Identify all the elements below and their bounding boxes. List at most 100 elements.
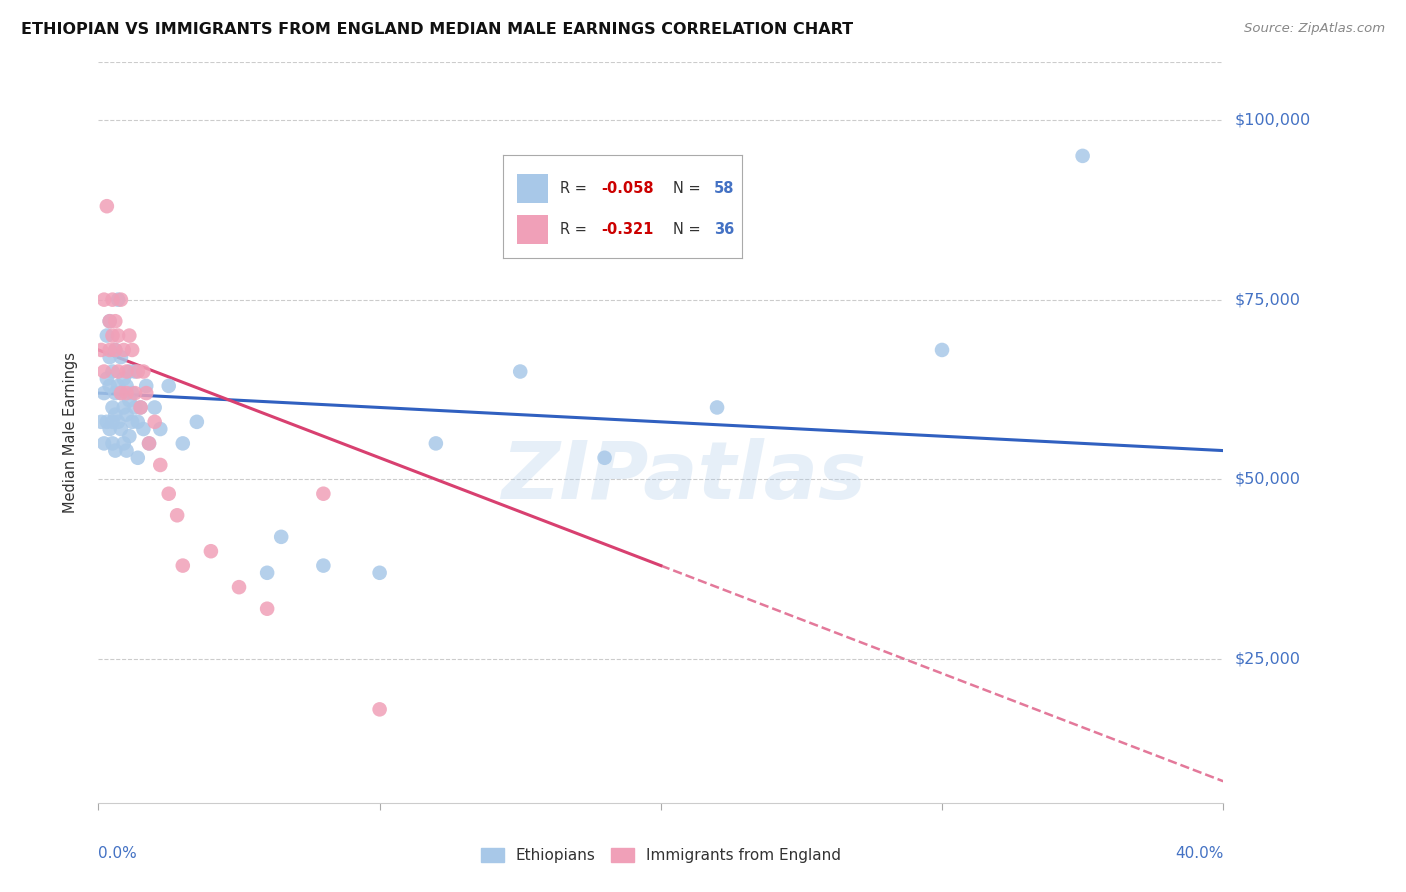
Point — [104, 443, 127, 458]
Point — [200, 544, 222, 558]
Text: $75,000: $75,000 — [1234, 293, 1301, 307]
Point — [98, 314, 121, 328]
Point — [143, 401, 166, 415]
Point — [706, 401, 728, 415]
Point — [127, 365, 149, 379]
Text: 0.0%: 0.0% — [98, 846, 138, 861]
Point — [115, 408, 138, 422]
Point — [98, 314, 121, 328]
Point — [129, 401, 152, 415]
Point — [112, 401, 135, 415]
Text: Source: ZipAtlas.com: Source: ZipAtlas.com — [1244, 22, 1385, 36]
Point — [143, 415, 166, 429]
Point — [96, 199, 118, 213]
Point — [101, 293, 124, 307]
Point — [98, 350, 121, 364]
Point — [118, 429, 141, 443]
Point — [149, 422, 172, 436]
Point — [138, 436, 160, 450]
Point — [112, 372, 135, 386]
Text: ETHIOPIAN VS IMMIGRANTS FROM ENGLAND MEDIAN MALE EARNINGS CORRELATION CHART: ETHIOPIAN VS IMMIGRANTS FROM ENGLAND MED… — [21, 22, 853, 37]
Text: 36: 36 — [714, 222, 734, 236]
Point — [110, 386, 132, 401]
Text: 40.0%: 40.0% — [1175, 846, 1223, 861]
Point — [93, 365, 115, 379]
Point — [166, 508, 188, 523]
Point — [115, 386, 138, 401]
Point — [256, 566, 278, 580]
Point — [107, 293, 129, 307]
Point — [931, 343, 953, 357]
Text: Median Male Earnings: Median Male Earnings — [63, 352, 77, 513]
Point — [118, 393, 141, 408]
Point — [101, 436, 124, 450]
Point — [129, 401, 152, 415]
Point — [101, 415, 124, 429]
Text: 58: 58 — [714, 180, 734, 195]
Point — [104, 343, 127, 357]
Bar — [517, 215, 548, 244]
Point — [593, 243, 616, 257]
Point — [107, 365, 129, 379]
Point — [124, 386, 146, 401]
Point — [104, 343, 127, 357]
Point — [90, 343, 112, 357]
Bar — [517, 174, 548, 202]
Text: -0.058: -0.058 — [600, 180, 654, 195]
Point — [121, 343, 143, 357]
Point — [115, 365, 138, 379]
Text: $25,000: $25,000 — [1234, 651, 1301, 666]
Point — [138, 436, 160, 450]
Text: ZIPatlas: ZIPatlas — [501, 438, 866, 516]
Point — [107, 415, 129, 429]
Point — [110, 293, 132, 307]
Point — [96, 372, 118, 386]
Point — [132, 422, 155, 436]
Point — [124, 365, 146, 379]
Point — [101, 328, 124, 343]
Point — [368, 566, 391, 580]
Text: $100,000: $100,000 — [1234, 112, 1310, 128]
Point — [112, 343, 135, 357]
Point — [172, 558, 194, 573]
Point — [115, 443, 138, 458]
Point — [425, 436, 447, 450]
Point — [98, 379, 121, 393]
Point — [112, 436, 135, 450]
Point — [101, 401, 124, 415]
Point — [593, 450, 616, 465]
Point — [312, 486, 335, 500]
Point — [110, 386, 132, 401]
Point — [1071, 149, 1094, 163]
Point — [93, 386, 115, 401]
Point — [270, 530, 292, 544]
Point — [98, 343, 121, 357]
Point — [110, 350, 132, 364]
Point — [96, 415, 118, 429]
Point — [93, 293, 115, 307]
Point — [157, 379, 180, 393]
Text: R =: R = — [560, 222, 592, 236]
Text: $50,000: $50,000 — [1234, 472, 1301, 487]
Point — [157, 486, 180, 500]
Text: N =: N = — [673, 222, 704, 236]
Point — [98, 422, 121, 436]
Point — [107, 379, 129, 393]
Point — [93, 436, 115, 450]
Point — [118, 365, 141, 379]
Legend: Ethiopians, Immigrants from England: Ethiopians, Immigrants from England — [474, 841, 848, 869]
Point — [509, 365, 531, 379]
Point — [101, 365, 124, 379]
Point — [135, 379, 157, 393]
Point — [121, 386, 143, 401]
Point — [96, 328, 118, 343]
Point — [172, 436, 194, 450]
Point — [186, 415, 208, 429]
Point — [90, 415, 112, 429]
Point — [312, 558, 335, 573]
Point — [110, 422, 132, 436]
Point — [118, 328, 141, 343]
Point — [104, 408, 127, 422]
Text: -0.321: -0.321 — [600, 222, 654, 236]
Point — [104, 386, 127, 401]
